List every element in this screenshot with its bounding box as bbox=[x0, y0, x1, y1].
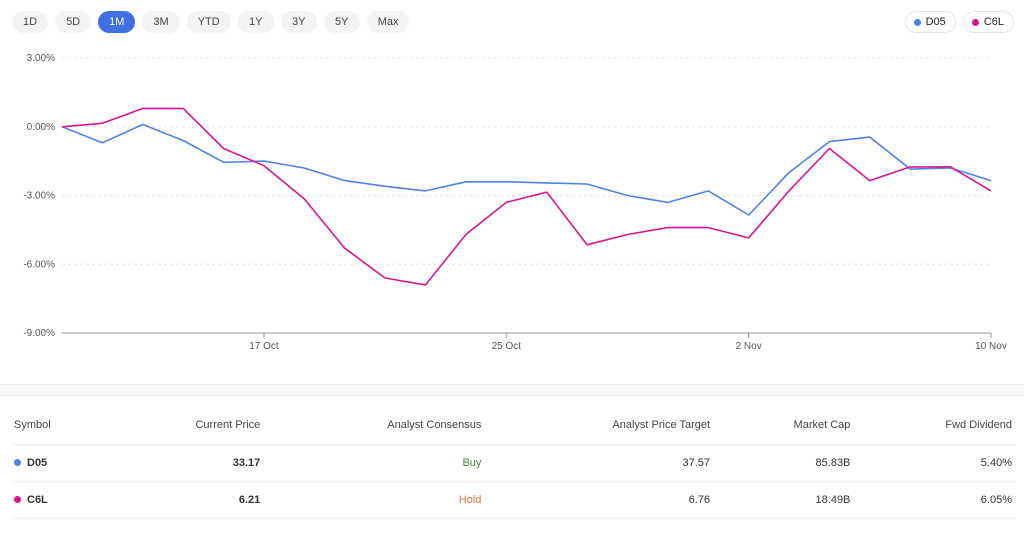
market-cap-cell: 18.49B bbox=[714, 481, 855, 519]
symbol-cell[interactable]: D05 bbox=[10, 444, 107, 482]
range-button-1m[interactable]: 1M bbox=[98, 11, 136, 33]
x-tick-label: 2 Nov bbox=[736, 341, 762, 352]
table-header-row: Symbol Current Price Analyst Consensus A… bbox=[10, 407, 1016, 445]
legend-label: D05 bbox=[925, 16, 946, 28]
range-button-1d[interactable]: 1D bbox=[12, 11, 49, 33]
chart-legend: D05 C6L bbox=[904, 11, 1014, 33]
legend-dot-icon bbox=[971, 18, 979, 26]
y-tick-label: -6.00% bbox=[23, 259, 55, 270]
y-tick-label: 3.00% bbox=[27, 53, 55, 64]
fwd-dividend-cell: 5.40% bbox=[854, 444, 1016, 482]
analyst-consensus-cell: Hold bbox=[264, 481, 486, 519]
x-tick-label: 17 Oct bbox=[249, 341, 279, 352]
legend-dot-icon bbox=[913, 18, 921, 26]
analyst-consensus-cell: Buy bbox=[264, 444, 486, 482]
symbol-cell[interactable]: C6L bbox=[10, 481, 107, 519]
comparison-line-chart: 3.00% 0.00% -3.00% -6.00% -9.00% 17 Oct 25 Oct… bbox=[23, 53, 1007, 352]
x-tick-label: 10 Nov bbox=[975, 341, 1007, 352]
header-current-price: Current Price bbox=[106, 407, 265, 445]
table-row[interactable]: D05 33.17 Buy 37.57 85.83B 5.40% bbox=[10, 444, 1016, 482]
x-tick-label: 25 Oct bbox=[492, 341, 522, 352]
header-analyst-consensus: Analyst Consensus bbox=[264, 407, 486, 445]
series-line-c6l bbox=[61, 107, 992, 286]
y-tick-label: -9.00% bbox=[23, 328, 55, 339]
series-dot-icon bbox=[14, 459, 21, 466]
comparison-table: Symbol Current Price Analyst Consensus A… bbox=[10, 407, 1016, 519]
header-symbol: Symbol bbox=[10, 407, 107, 445]
range-button-3y[interactable]: 3Y bbox=[280, 11, 317, 33]
symbol-label: D05 bbox=[27, 456, 48, 469]
current-price-cell: 33.17 bbox=[106, 444, 265, 482]
legend-item-c6l[interactable]: C6L bbox=[962, 11, 1014, 33]
range-button-5d[interactable]: 5D bbox=[55, 11, 92, 33]
market-cap-cell: 85.83B bbox=[714, 444, 855, 482]
y-tick-label: 0.00% bbox=[27, 122, 55, 133]
header-market-cap: Market Cap bbox=[714, 407, 855, 445]
current-price-cell: 6.21 bbox=[106, 481, 265, 519]
range-button-5y[interactable]: 5Y bbox=[323, 11, 360, 33]
time-range-selector: 1D 5D 1M 3M YTD 1Y 3Y 5Y Max bbox=[12, 11, 410, 33]
header-fwd-dividend: Fwd Dividend bbox=[854, 407, 1016, 445]
legend-label: C6L bbox=[983, 16, 1004, 28]
fwd-dividend-cell: 6.05% bbox=[854, 481, 1016, 519]
series-line-d05 bbox=[61, 123, 992, 216]
section-divider bbox=[0, 384, 1024, 396]
analyst-price-target-cell: 37.57 bbox=[485, 444, 715, 482]
legend-item-d05[interactable]: D05 bbox=[904, 11, 956, 33]
table-row[interactable]: C6L 6.21 Hold 6.76 18.49B 6.05% bbox=[10, 481, 1016, 519]
y-tick-label: -3.00% bbox=[23, 191, 55, 202]
range-button-1y[interactable]: 1Y bbox=[237, 11, 274, 33]
header-analyst-price-target: Analyst Price Target bbox=[485, 407, 715, 445]
analyst-price-target-cell: 6.76 bbox=[485, 481, 715, 519]
symbol-label: C6L bbox=[27, 493, 48, 506]
range-button-3m[interactable]: 3M bbox=[142, 11, 180, 33]
series-dot-icon bbox=[14, 496, 21, 503]
range-button-ytd[interactable]: YTD bbox=[186, 11, 231, 33]
range-button-max[interactable]: Max bbox=[366, 11, 410, 33]
